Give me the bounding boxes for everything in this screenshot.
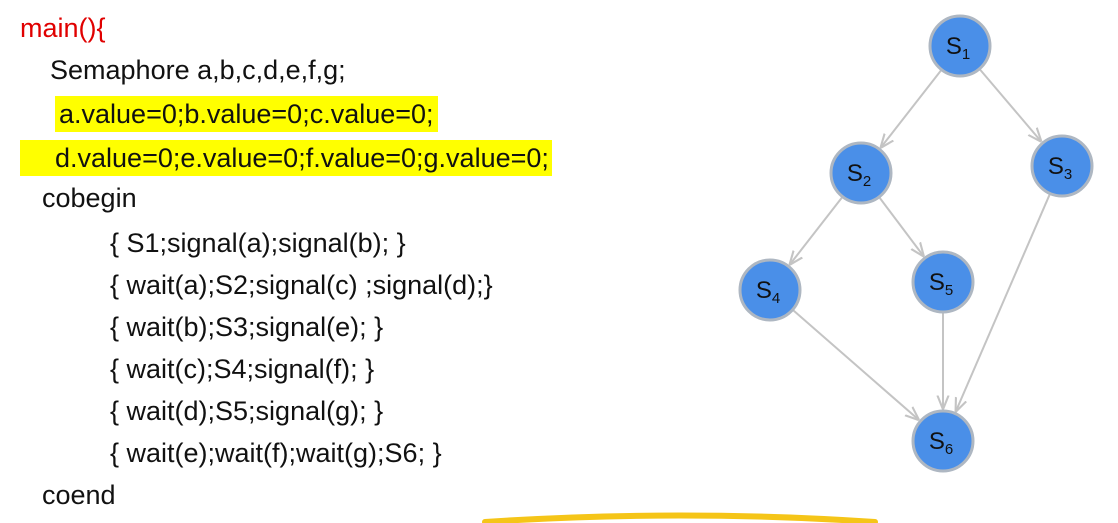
- process-5-line: { wait(d);S5;signal(g); }: [110, 396, 384, 426]
- process-4-line: { wait(c);S4;signal(f); }: [110, 354, 375, 384]
- edge-s2-to-s5: [878, 197, 924, 256]
- node-label: S1: [946, 33, 970, 63]
- node-s2: S2: [829, 141, 893, 205]
- node-s4: S4: [738, 258, 802, 322]
- edge-s4-to-s6: [792, 309, 918, 419]
- edge-s1-to-s3: [979, 68, 1041, 141]
- node-label: S4: [756, 277, 780, 307]
- node-circle: [928, 14, 992, 78]
- process-6-line: { wait(e);wait(f);wait(g);S6; }: [110, 438, 442, 468]
- main-open-line: main(){: [20, 13, 106, 43]
- node-circle: [911, 409, 975, 473]
- node-s6: S6: [911, 409, 975, 473]
- node-label: S3: [1048, 153, 1072, 183]
- cobegin-line: cobegin: [42, 183, 137, 213]
- semaphore-declaration-line: Semaphore a,b,c,d,e,f,g;: [50, 55, 346, 85]
- node-s5: S5: [911, 250, 975, 314]
- decorative-bottom-arc: [482, 512, 878, 523]
- node-s1: S1: [928, 14, 992, 78]
- node-label: S2: [847, 160, 871, 190]
- node-s3: S3: [1030, 134, 1094, 198]
- coend-line: coend: [42, 480, 116, 510]
- process-2-line: { wait(a);S2;signal(c) ;signal(d);}: [110, 270, 493, 300]
- process-3-line: { wait(b);S3;signal(e); }: [110, 312, 384, 342]
- edge-s2-to-s4: [790, 196, 843, 263]
- node-label: S6: [929, 428, 953, 458]
- init-line-1: a.value=0;b.value=0;c.value=0;: [55, 96, 438, 132]
- node-circle: [1030, 134, 1094, 198]
- init-line-2: d.value=0;e.value=0;f.value=0;g.value=0;: [20, 140, 552, 176]
- node-circle: [829, 141, 893, 205]
- node-label: S5: [929, 269, 953, 299]
- node-circle: [738, 258, 802, 322]
- node-circle: [911, 250, 975, 314]
- edge-s3-to-s6: [956, 194, 1051, 410]
- process-1-line: { S1;signal(a);signal(b); }: [110, 228, 406, 258]
- edge-s1-to-s2: [881, 69, 942, 147]
- nodes-layer: S1 S2 S3 S4 S5 S6: [738, 14, 1094, 473]
- edges-layer: [790, 68, 1051, 420]
